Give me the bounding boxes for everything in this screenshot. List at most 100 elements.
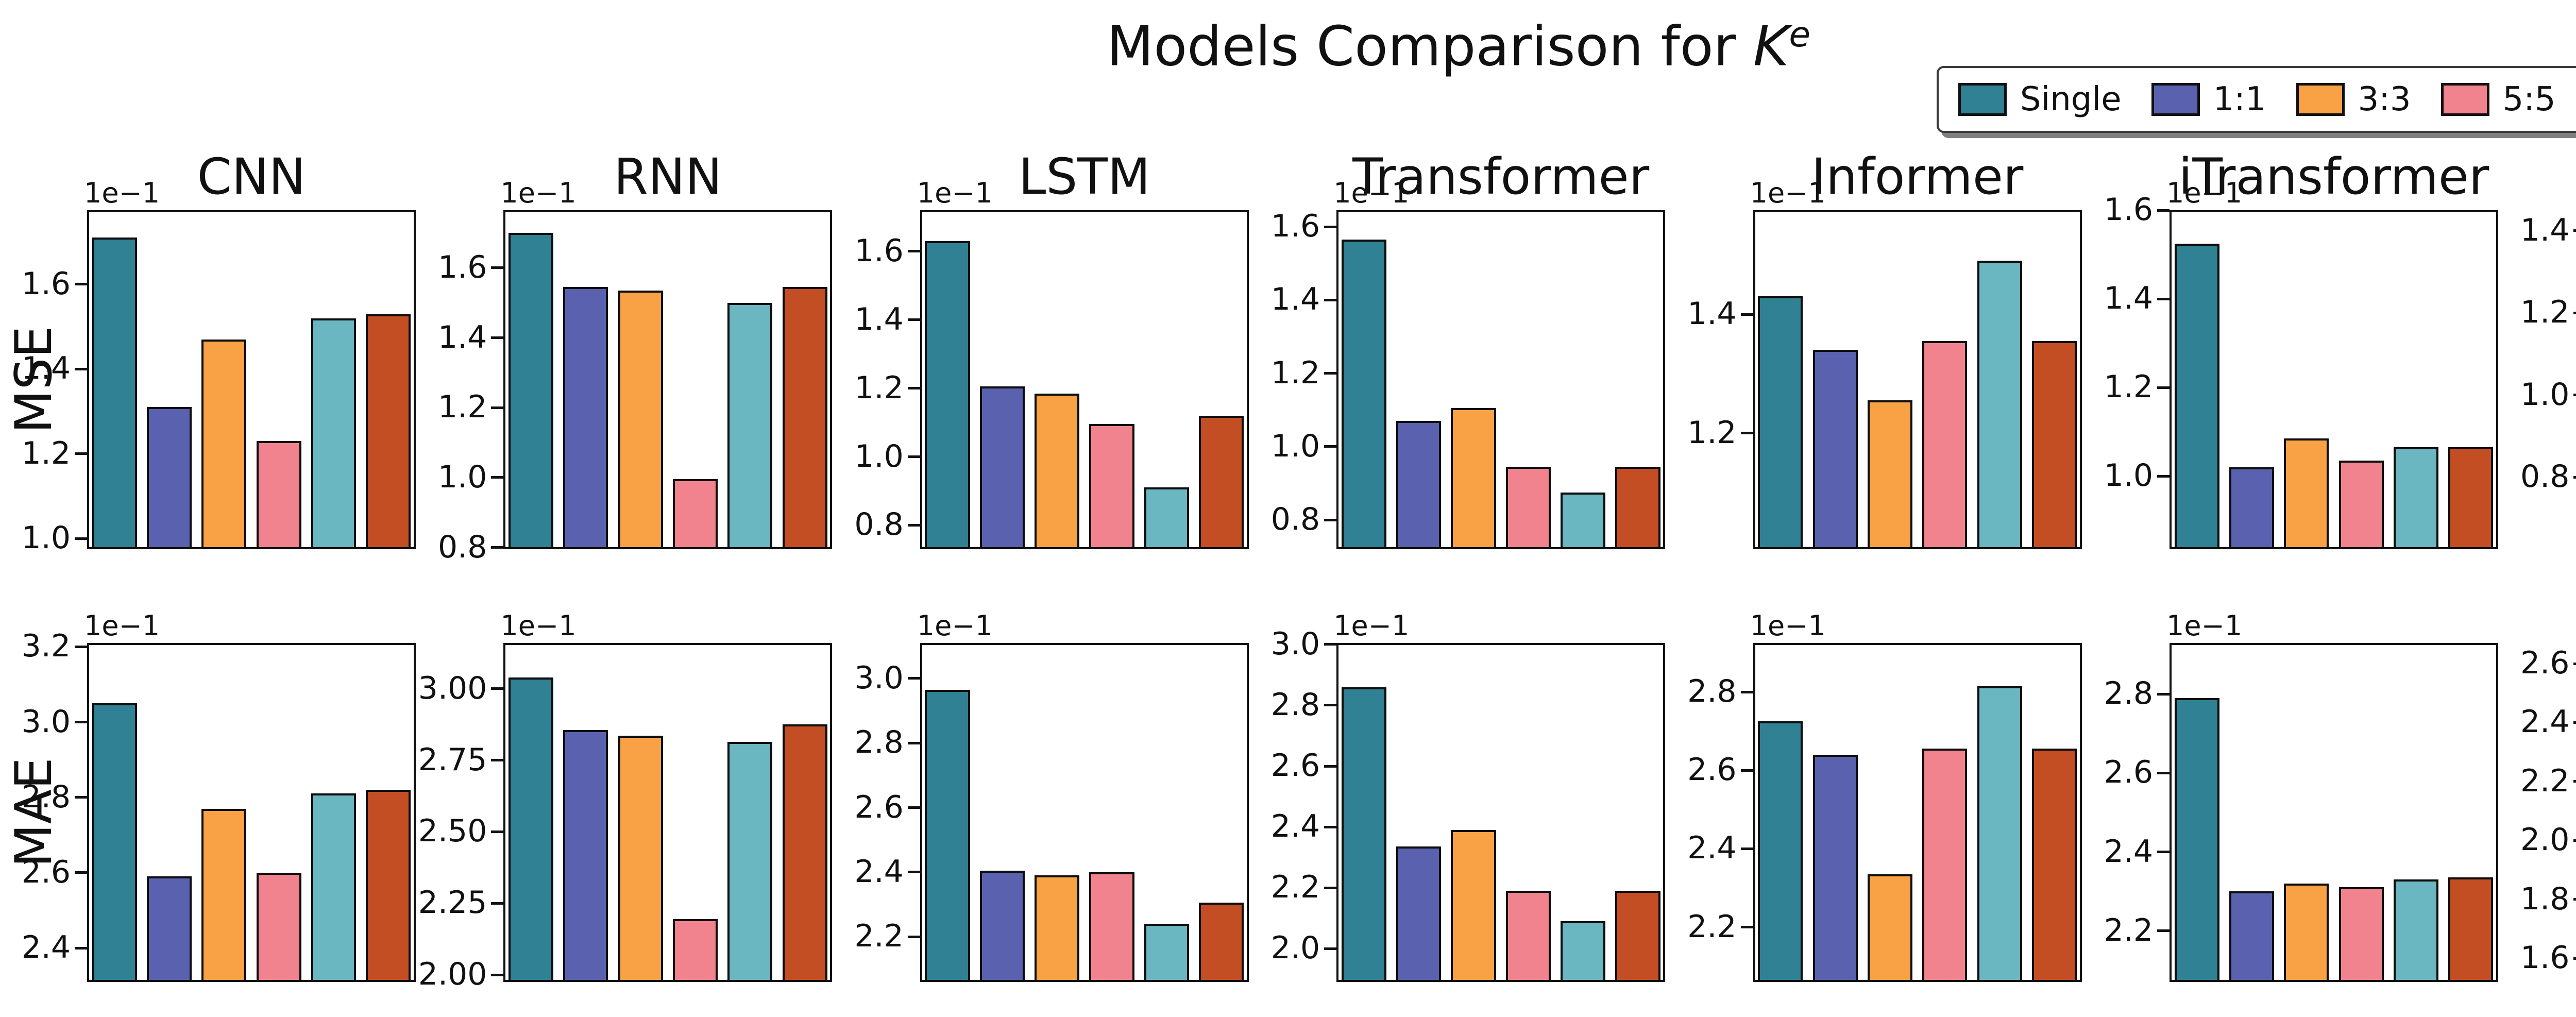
y-tick-mark xyxy=(75,645,87,648)
y-tick-label: 1.2 xyxy=(2520,294,2570,331)
bar-lstm-mae-10-3 xyxy=(1199,903,1244,982)
bar-cnn-mae-3-10 xyxy=(311,793,357,982)
legend-item-1-1: 1:1 xyxy=(2151,81,2266,117)
y-tick-mark xyxy=(907,871,920,874)
bar-rnn-mae-3-3 xyxy=(618,736,663,982)
y-tick-mark xyxy=(2157,297,2170,300)
y-tick-label: 1.0 xyxy=(2520,376,2570,413)
y-tick-mark xyxy=(1324,886,1337,889)
subplot-title-transformer: Transformer xyxy=(1352,148,1650,206)
y-tick-label: 1.6 xyxy=(1270,208,1320,244)
bar-cnn-mse-3-10 xyxy=(311,318,357,549)
y-tick-label: 2.2 xyxy=(854,918,904,955)
y-tick-mark xyxy=(491,406,504,409)
y-tick-mark xyxy=(1324,704,1337,707)
y-tick-label: 1.6 xyxy=(2104,192,2153,228)
bar-transformer-mse-single xyxy=(1341,239,1386,549)
bar-lstm-mse-10-3 xyxy=(1199,415,1244,549)
y-tick-label: 0.8 xyxy=(854,506,904,543)
y-tick-mark xyxy=(2157,209,2170,212)
y-tick-mark xyxy=(2573,780,2576,783)
subplot-title-itransformer: iTransformer xyxy=(2178,148,2489,206)
bar-itransformer-mse-single xyxy=(2174,243,2219,549)
y-tick-mark xyxy=(2573,311,2576,314)
y-tick-mark xyxy=(2573,394,2576,397)
legend-swatch-icon xyxy=(2151,83,2200,116)
y-tick-label: 0.8 xyxy=(1270,501,1320,538)
axis-scale-offset-label: 1e−1 xyxy=(1333,177,1410,209)
y-tick-mark xyxy=(491,476,504,479)
y-tick-label: 2.4 xyxy=(1687,830,1737,867)
legend-swatch-icon xyxy=(2296,83,2345,116)
y-tick-label: 3.0 xyxy=(854,659,904,696)
legend-item-3-3: 3:3 xyxy=(2296,81,2411,117)
y-tick-mark xyxy=(1324,518,1337,521)
bar-rnn-mae-10-3 xyxy=(782,724,827,982)
bar-rnn-mae-1-1 xyxy=(563,730,608,982)
y-tick-label: 2.4 xyxy=(1270,808,1320,845)
y-tick-label: 2.6 xyxy=(1687,752,1737,788)
y-tick-label: 2.4 xyxy=(2520,704,2570,740)
bar-transformer-mae-single xyxy=(1341,687,1386,982)
bar-itransformer-mae-3-10 xyxy=(2393,879,2439,982)
y-tick-label: 1.8 xyxy=(2520,880,2570,917)
y-tick-mark xyxy=(2573,229,2576,232)
y-tick-mark xyxy=(907,741,920,744)
y-tick-label: 1.2 xyxy=(2104,369,2153,405)
bar-lstm-mse-3-10 xyxy=(1144,487,1189,549)
y-tick-mark xyxy=(491,546,504,549)
subplot-title-lstm: LSTM xyxy=(1018,148,1150,206)
legend-swatch-icon xyxy=(2441,83,2489,116)
bar-rnn-mse-5-5 xyxy=(672,479,718,549)
y-tick-label: 2.4 xyxy=(21,929,71,966)
bar-informer-mse-1-1 xyxy=(1812,350,1858,549)
y-tick-mark xyxy=(75,537,87,540)
y-tick-label: 2.8 xyxy=(1270,686,1320,723)
y-tick-label: 2.25 xyxy=(418,885,487,921)
bar-itransformer-mse-10-3 xyxy=(2448,447,2494,549)
bar-rnn-mse-1-1 xyxy=(563,287,608,549)
subplot-title-rnn: RNN xyxy=(614,148,722,206)
y-tick-label: 1.6 xyxy=(2520,940,2570,976)
bar-informer-mae-10-3 xyxy=(2031,749,2077,982)
y-tick-label: 2.4 xyxy=(2104,833,2153,870)
axis-scale-offset-label: 1e−1 xyxy=(500,609,577,642)
y-tick-label: 1.4 xyxy=(2104,280,2153,317)
y-tick-label: 1.6 xyxy=(21,265,71,302)
axes-informer-mae xyxy=(1753,643,2082,982)
bar-itransformer-mae-1-1 xyxy=(2229,891,2275,982)
y-tick-label: 2.50 xyxy=(418,813,487,850)
y-tick-label: 1.0 xyxy=(1270,428,1320,464)
y-tick-mark xyxy=(2157,771,2170,774)
figure-title-superscript: e xyxy=(1789,14,1811,55)
bar-rnn-mae-3-10 xyxy=(727,741,773,982)
bar-cnn-mse-10-3 xyxy=(366,314,411,549)
bar-lstm-mse-1-1 xyxy=(979,386,1025,549)
axes-cnn-mse xyxy=(87,210,416,549)
y-tick-mark xyxy=(2573,898,2576,901)
y-tick-label: 1.4 xyxy=(437,319,487,355)
bar-cnn-mae-5-5 xyxy=(256,872,301,982)
y-tick-label: 2.75 xyxy=(418,741,487,778)
y-tick-label: 1.2 xyxy=(21,435,71,471)
bar-lstm-mae-3-3 xyxy=(1035,875,1080,982)
bar-rnn-mse-3-10 xyxy=(727,302,773,549)
bar-cnn-mae-10-3 xyxy=(366,790,411,982)
y-tick-label: 3.0 xyxy=(1270,625,1320,662)
bar-cnn-mae-1-1 xyxy=(146,876,192,982)
y-tick-label: 1.6 xyxy=(854,232,904,269)
bar-itransformer-mae-3-3 xyxy=(2284,883,2329,982)
bar-itransformer-mse-1-1 xyxy=(2229,467,2275,549)
y-tick-mark xyxy=(75,452,87,455)
axes-transformer-mae xyxy=(1336,643,1666,982)
legend-swatch-icon xyxy=(1958,83,2007,116)
y-tick-label: 1.2 xyxy=(854,369,904,406)
axis-scale-offset-label: 1e−1 xyxy=(1333,609,1410,642)
subplot-title-cnn: CNN xyxy=(197,148,306,206)
y-tick-label: 2.6 xyxy=(2520,645,2570,682)
legend-label: Single xyxy=(2020,80,2122,118)
y-tick-mark xyxy=(2157,474,2170,478)
y-tick-mark xyxy=(75,283,87,286)
axes-transformer-mse xyxy=(1336,210,1666,549)
figure-title-math-symbol: K xyxy=(1753,14,1789,78)
